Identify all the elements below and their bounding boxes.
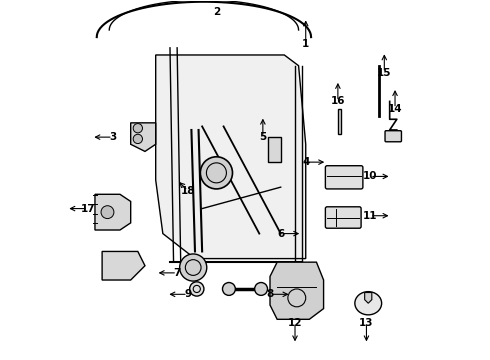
Text: 14: 14 (388, 104, 402, 113)
Polygon shape (102, 251, 145, 280)
Ellipse shape (355, 292, 382, 315)
FancyBboxPatch shape (385, 131, 401, 142)
Text: 18: 18 (181, 186, 195, 196)
Text: 5: 5 (259, 132, 267, 142)
Polygon shape (156, 55, 306, 258)
Circle shape (133, 134, 143, 144)
Text: 13: 13 (359, 318, 374, 328)
Circle shape (190, 282, 204, 296)
Polygon shape (95, 194, 131, 230)
Circle shape (200, 157, 232, 189)
Text: 17: 17 (80, 203, 95, 213)
FancyBboxPatch shape (325, 207, 361, 228)
Text: 1: 1 (302, 39, 309, 49)
Circle shape (180, 254, 207, 281)
Text: 8: 8 (267, 289, 273, 299)
Text: 12: 12 (288, 318, 302, 328)
FancyBboxPatch shape (325, 166, 363, 189)
Text: 15: 15 (377, 68, 392, 78)
Polygon shape (270, 262, 323, 319)
Text: 6: 6 (277, 229, 284, 239)
Text: 10: 10 (363, 171, 377, 181)
Circle shape (222, 283, 235, 296)
Circle shape (133, 123, 143, 133)
Polygon shape (268, 137, 281, 162)
Circle shape (255, 283, 268, 296)
Text: 7: 7 (173, 268, 181, 278)
Polygon shape (365, 293, 372, 303)
Text: 4: 4 (302, 157, 309, 167)
Circle shape (101, 206, 114, 219)
Text: 11: 11 (363, 211, 377, 221)
Text: 9: 9 (184, 289, 192, 299)
Text: 16: 16 (331, 96, 345, 107)
Polygon shape (338, 109, 342, 134)
Text: 3: 3 (109, 132, 117, 142)
Polygon shape (131, 123, 156, 152)
Text: 2: 2 (213, 7, 220, 17)
